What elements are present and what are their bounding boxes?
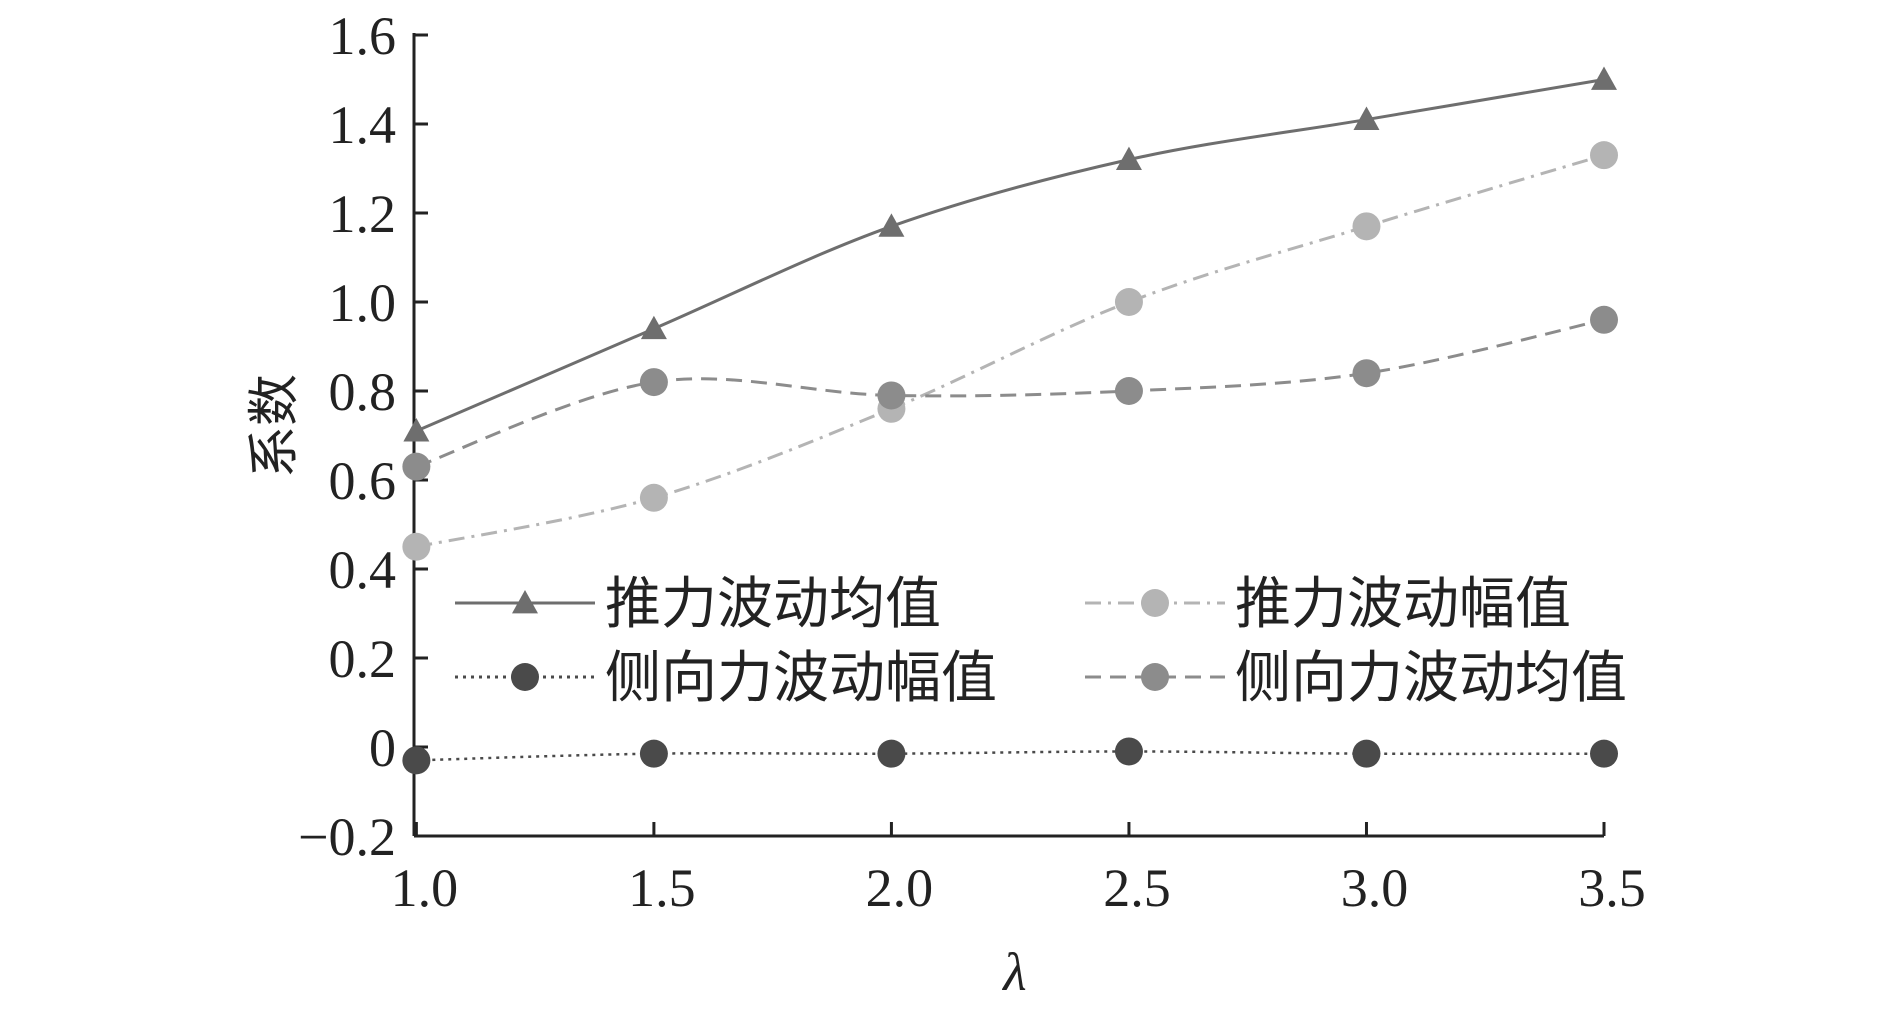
- legend-item: 侧向力波动幅值: [455, 646, 997, 711]
- legend-marker: [1141, 663, 1169, 691]
- y-tick-label: 0.2: [329, 629, 397, 689]
- data-point: [1114, 737, 1143, 766]
- legend-label: 侧向力波动均值: [1235, 646, 1627, 711]
- series-3: [402, 737, 1618, 775]
- legend-item: 推力波动幅值: [1085, 572, 1571, 637]
- series-line: [415, 78, 1605, 433]
- data-point: [1114, 377, 1143, 405]
- data-point: [403, 418, 430, 442]
- data-point: [639, 368, 668, 397]
- y-tick-label: 1.6: [329, 6, 397, 66]
- x-tick-label: 1.5: [628, 858, 696, 918]
- series-1: [403, 66, 1617, 442]
- data-point: [1590, 739, 1618, 768]
- legend-label: 推力波动幅值: [1235, 572, 1571, 637]
- data-point: [877, 739, 906, 768]
- data-point: [1590, 141, 1618, 170]
- data-point: [1352, 359, 1381, 388]
- data-point: [640, 315, 667, 340]
- y-tick-label: 0: [369, 718, 396, 778]
- data-point: [1115, 146, 1142, 170]
- legend-item: 侧向力波动均值: [1085, 646, 1627, 711]
- y-axis-title: 系数: [245, 374, 305, 478]
- x-tick-label: 2.5: [1103, 858, 1171, 918]
- data-point: [878, 213, 905, 237]
- y-tick-label: 1.4: [329, 95, 397, 155]
- y-tick-label: −0.2: [298, 807, 396, 867]
- data-point: [1591, 66, 1617, 90]
- legend-marker: [512, 590, 538, 614]
- data-point: [877, 381, 906, 410]
- legend-label: 侧向力波动幅值: [605, 646, 997, 711]
- y-tick-label: 0.8: [329, 362, 397, 422]
- data-point: [1114, 288, 1143, 316]
- y-tick-label: 0.4: [329, 540, 397, 600]
- series-line: [415, 318, 1605, 469]
- data-point: [1353, 106, 1380, 130]
- y-tick-label: 1.2: [329, 184, 397, 244]
- x-axis-title: λ: [1001, 942, 1026, 1002]
- data-point: [402, 452, 431, 481]
- y-tick-label: 0.6: [329, 451, 397, 511]
- data-point: [402, 746, 431, 775]
- data-point: [1590, 305, 1618, 334]
- data-point: [402, 532, 431, 561]
- x-tick-label: 2.0: [866, 858, 934, 918]
- legend-label: 推力波动均值: [605, 572, 941, 637]
- series-line: [416, 153, 1605, 549]
- axes: −0.2 0 0.2 0.4 0.6 0.8 1.0 1.2 1.4 1.6 1.0 1.5 2.0 2.…: [298, 6, 1646, 918]
- series-2: [402, 141, 1618, 561]
- data-point: [639, 483, 668, 512]
- legend-marker: [1141, 589, 1169, 617]
- x-tick-label: 3.0: [1341, 858, 1409, 918]
- series-layer: [402, 66, 1618, 775]
- legend-item: 推力波动均值: [455, 572, 941, 637]
- x-tick-label: 1.0: [391, 858, 459, 918]
- data-point: [1352, 212, 1381, 241]
- y-tick-label: 1.0: [329, 273, 397, 333]
- data-point: [639, 739, 668, 768]
- series-line: [416, 750, 1605, 762]
- legend-marker: [511, 663, 539, 691]
- x-tick-label: 3.5: [1578, 858, 1646, 918]
- data-point: [1352, 739, 1381, 768]
- series-4: [402, 305, 1618, 481]
